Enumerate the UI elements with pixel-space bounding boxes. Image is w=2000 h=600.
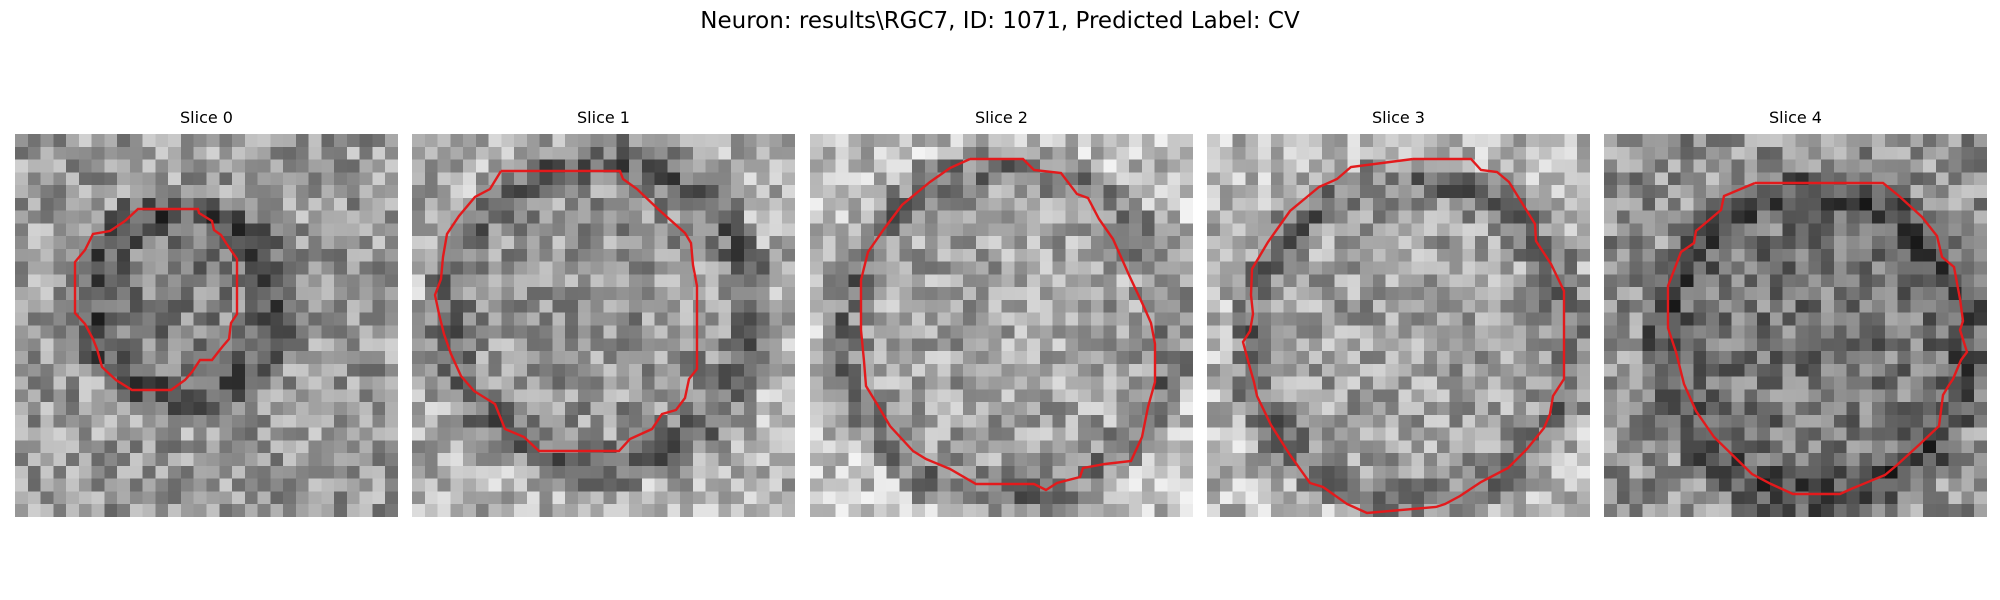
roi-outline-3 <box>1241 157 1566 515</box>
slice-title-2: Slice 2 <box>975 108 1028 127</box>
slice-image-4 <box>1604 134 1987 517</box>
slice-image-3 <box>1207 134 1590 517</box>
slice-title-1: Slice 1 <box>577 108 630 127</box>
roi-outline-2 <box>859 157 1157 492</box>
grayscale-tile-2 <box>810 134 1193 517</box>
slice-title-0: Slice 0 <box>180 108 233 127</box>
slice-title-4: Slice 4 <box>1769 108 1822 127</box>
roi-outline-0 <box>73 207 239 392</box>
slice-title-3: Slice 3 <box>1372 108 1425 127</box>
roi-outline-1 <box>433 169 699 453</box>
roi-outline-4 <box>1666 181 1969 496</box>
slice-image-2 <box>810 134 1193 517</box>
slice-image-0 <box>15 134 398 517</box>
grayscale-tile-0 <box>15 134 398 517</box>
grayscale-tile-3 <box>1207 134 1590 517</box>
figure-title: Neuron: results\RGC7, ID: 1071, Predicte… <box>700 8 1300 34</box>
slice-image-1 <box>412 134 795 517</box>
